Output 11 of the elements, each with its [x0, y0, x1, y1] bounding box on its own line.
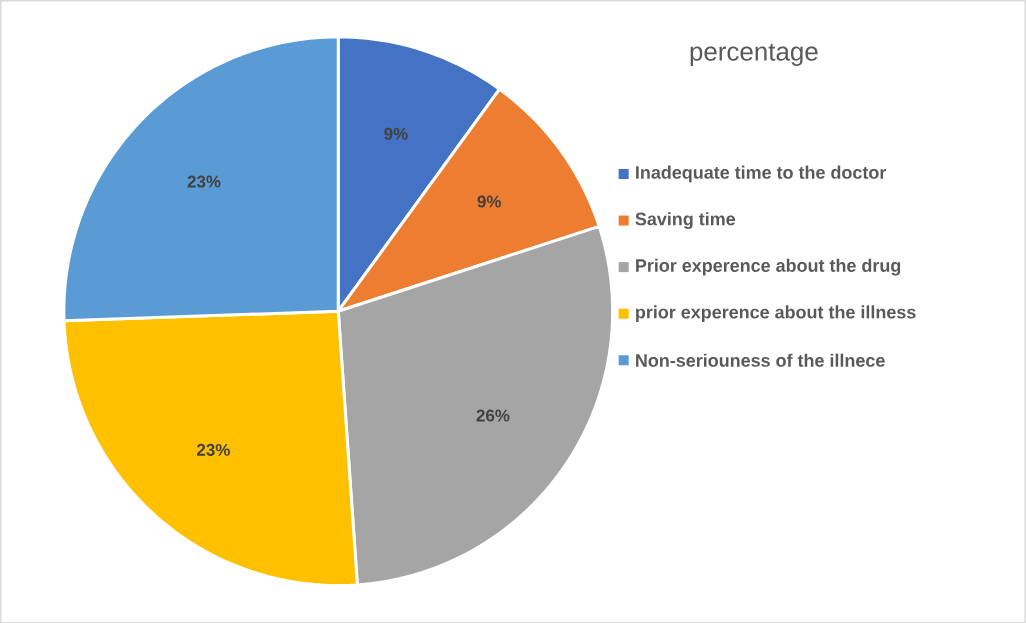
legend-label: Inadequate time to the doctor — [636, 165, 887, 183]
chart-title: percentage — [690, 43, 818, 66]
data-label: 23% — [197, 443, 230, 456]
legend-label: Saving time — [635, 211, 736, 229]
data-label: 23% — [187, 175, 221, 188]
legend-label: Prior experence about the drug — [636, 258, 901, 276]
legend-label: Non-seriouness of the illnece — [636, 353, 885, 367]
legend-label: prior experence about the illness — [636, 305, 916, 322]
data-label: 9% — [477, 195, 502, 208]
data-label: 26% — [476, 409, 510, 422]
data-label: 9% — [384, 127, 408, 140]
